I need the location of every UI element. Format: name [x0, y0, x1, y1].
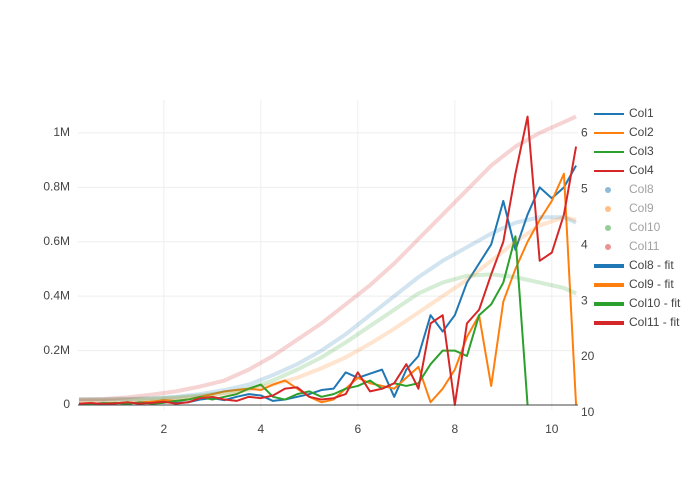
fit-line	[78, 114, 577, 402]
legend-label: Col10	[629, 220, 661, 234]
data-line	[78, 172, 578, 406]
legend-marker	[605, 206, 611, 212]
y-tick-label: 1M	[53, 125, 70, 139]
grid	[78, 100, 578, 410]
y-tick-label: 0.6M	[43, 234, 70, 248]
legend-label: Col4	[629, 163, 654, 177]
legend-label: Col8	[629, 182, 654, 196]
data-line	[78, 235, 529, 406]
x-tick-label: 2	[160, 422, 167, 436]
legend-label: Col9 - fit	[629, 277, 674, 291]
y-tick-label: 0.8M	[43, 180, 70, 194]
x-tick-label: 8	[451, 422, 458, 436]
legend-label: Col11	[629, 239, 660, 253]
data-line	[78, 115, 578, 406]
fit-line	[78, 215, 577, 403]
x-tick-label: 6	[354, 422, 361, 436]
legend-marker	[605, 244, 611, 250]
legend-marker	[605, 187, 611, 193]
legend-label: Col1	[629, 106, 654, 120]
legend-label: Col11 - fit	[629, 315, 680, 329]
fit-line	[78, 215, 577, 402]
legend-label: Col9	[629, 201, 654, 215]
x-tick-label: 10	[545, 422, 559, 436]
legend-background	[588, 103, 700, 333]
legend-label: Col2	[629, 125, 654, 139]
y2-tick-label: 10	[581, 405, 595, 419]
plot-area	[78, 114, 578, 406]
y-tick-label: 0	[63, 397, 70, 411]
y2-tick-label: 20	[581, 349, 595, 363]
legend-label: Col10 - fit	[629, 296, 681, 310]
legend-label: Col8 - fit	[629, 258, 674, 272]
y-tick-label: 0.4M	[43, 288, 70, 302]
fit-line	[78, 272, 577, 402]
legend: Col1 Col2 Col3 Col4 Col8 Col9 Col10 Col11 Col8 -…	[588, 103, 700, 333]
x-tick-label: 4	[257, 422, 264, 436]
y-tick-label: 0.2M	[43, 343, 70, 357]
legend-marker	[605, 225, 611, 231]
legend-label: Col3	[629, 144, 654, 158]
